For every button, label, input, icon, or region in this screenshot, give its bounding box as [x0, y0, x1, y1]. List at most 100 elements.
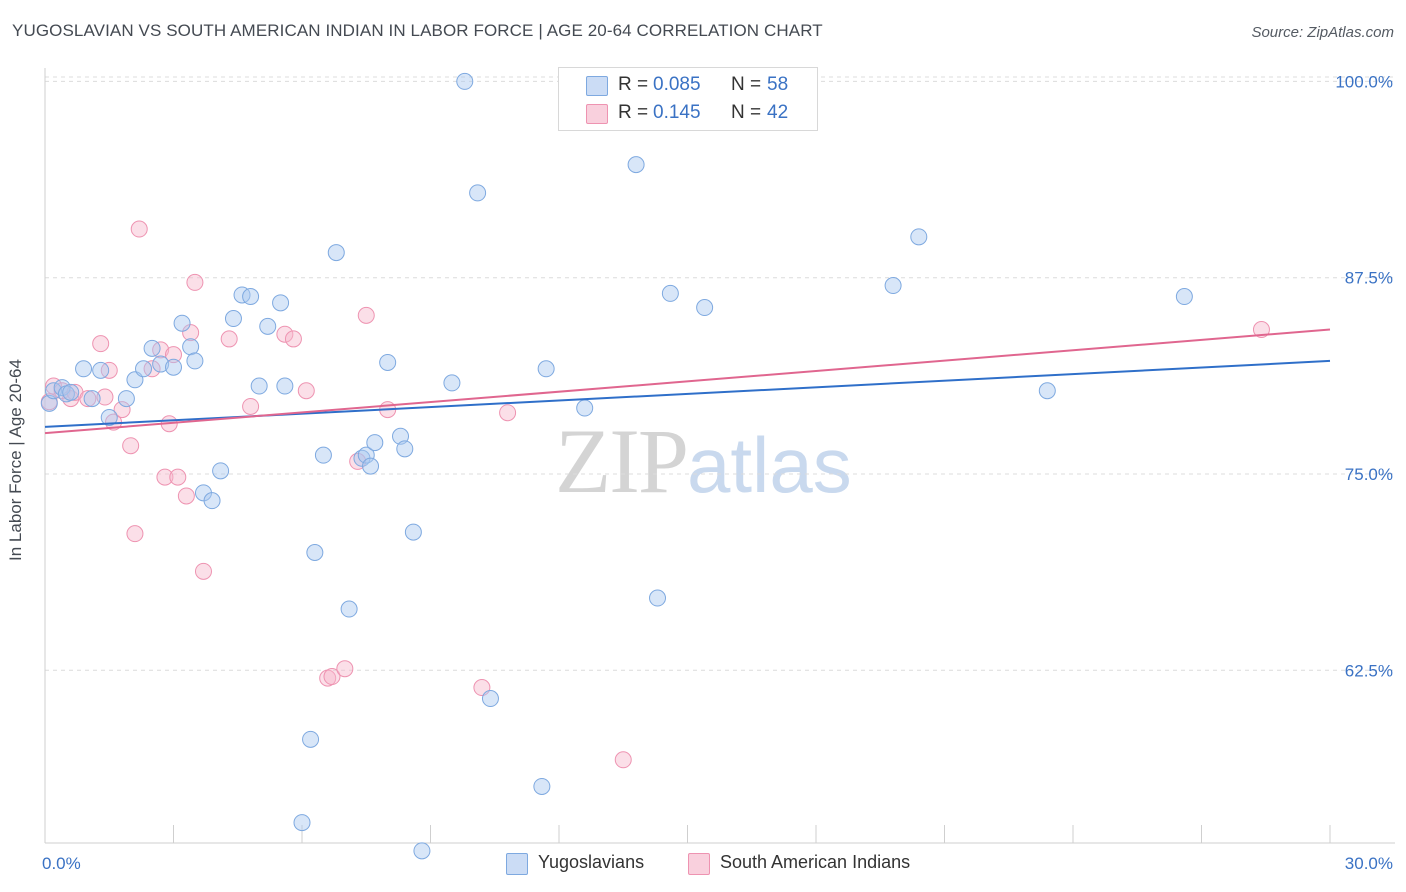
- point-yugoslavian: [366, 434, 384, 452]
- point-south-american-indian: [165, 346, 182, 364]
- r-value: 0.085: [653, 74, 701, 95]
- y-tick-label: 75.0%: [1345, 465, 1393, 484]
- y-axis-label: In Labor Force | Age 20-64: [6, 359, 25, 561]
- trend-line-south-american-indians: [44, 328, 1331, 435]
- y-tick-label: 62.5%: [1345, 661, 1393, 680]
- point-south-american-indian: [156, 468, 174, 486]
- point-south-american-indian: [1252, 321, 1270, 339]
- point-yugoslavian: [152, 355, 170, 373]
- point-south-american-indian: [499, 404, 517, 422]
- point-yugoslavian: [92, 361, 110, 379]
- point-yugoslavian: [396, 440, 414, 458]
- point-yugoslavian: [259, 317, 277, 335]
- point-south-american-indian: [169, 468, 187, 486]
- point-south-american-indian: [284, 330, 302, 348]
- watermark: ZIPatlas: [555, 408, 852, 514]
- y-axis-label-wrap: In Labor Force | Age 20-64: [6, 258, 26, 561]
- point-yugoslavian: [910, 228, 928, 246]
- y-tick-label: 100.0%: [1335, 72, 1393, 91]
- r-value: 0.145: [653, 102, 701, 123]
- point-yugoslavian: [469, 184, 487, 202]
- point-yugoslavian: [537, 360, 555, 378]
- point-south-american-indian: [113, 401, 131, 419]
- source-label: Source: ZipAtlas.com: [1251, 24, 1394, 41]
- point-yugoslavian: [456, 72, 474, 90]
- point-south-american-indian: [336, 660, 354, 678]
- point-yugoslavian: [83, 390, 101, 408]
- point-yugoslavian: [250, 377, 268, 395]
- point-yugoslavian: [340, 600, 358, 618]
- axes: [44, 68, 1395, 844]
- point-yugoslavian: [212, 462, 230, 480]
- point-yugoslavian: [203, 492, 221, 510]
- legend-label: Yugoslavians: [538, 852, 645, 872]
- trend-lines: [44, 328, 1331, 435]
- stats-legend: R = 0.085 N = 58 R = 0.145 N = 42: [558, 67, 818, 131]
- point-yugoslavian: [276, 377, 294, 395]
- point-yugoslavian: [379, 353, 397, 371]
- point-yugoslavian: [884, 277, 902, 295]
- point-south-american-indian: [357, 306, 375, 324]
- point-south-american-indian: [323, 668, 341, 686]
- point-south-american-indian: [297, 382, 315, 400]
- point-yugoslavian: [224, 310, 242, 328]
- point-yugoslavian: [362, 457, 380, 475]
- point-yugoslavian: [627, 156, 645, 174]
- legend-swatch-pink: [586, 104, 608, 124]
- n-label: N =: [731, 74, 762, 95]
- point-yugoslavian: [100, 408, 118, 426]
- x-tick-label: 30.0%: [1345, 854, 1393, 873]
- x-tick-label: 0.0%: [42, 854, 81, 873]
- point-yugoslavian: [75, 360, 93, 378]
- legend-swatch-blue: [586, 76, 608, 96]
- point-south-american-indian: [92, 335, 110, 353]
- point-yugoslavian: [1175, 288, 1193, 306]
- tick-labels: 100.0% 87.5% 75.0% 62.5% 0.0% 30.0%: [42, 72, 1393, 873]
- point-yugoslavian: [40, 394, 58, 412]
- point-south-american-indian: [152, 341, 170, 359]
- legend-label: South American Indians: [720, 852, 911, 872]
- point-yugoslavian: [327, 244, 345, 262]
- point-south-american-indian: [79, 390, 97, 408]
- point-yugoslavian: [576, 399, 594, 417]
- n-label: N =: [731, 102, 762, 123]
- legend-swatch-blue: [506, 853, 528, 875]
- points-south-american-indians: [40, 72, 1270, 769]
- point-south-american-indian: [614, 751, 632, 769]
- point-yugoslavian: [272, 294, 290, 312]
- n-value: 58: [767, 74, 789, 95]
- r-label: R =: [618, 102, 649, 123]
- grid-lines: [45, 76, 1395, 671]
- n-value: 42: [767, 102, 789, 123]
- point-yugoslavian: [302, 730, 320, 748]
- point-yugoslavian: [233, 286, 251, 304]
- point-yugoslavian: [242, 288, 260, 306]
- point-yugoslavian: [314, 446, 332, 464]
- point-yugoslavian: [173, 314, 191, 332]
- point-south-american-indian: [143, 360, 161, 378]
- point-yugoslavian: [135, 360, 153, 378]
- point-south-american-indian: [194, 562, 212, 580]
- point-yugoslavian: [1038, 382, 1056, 400]
- point-yugoslavian: [143, 339, 161, 357]
- watermark-atlas: atlas: [687, 421, 852, 509]
- stats-legend-row-south-american-indians: R = 0.145 N = 42: [559, 100, 817, 128]
- chart-title: YUGOSLAVIAN VS SOUTH AMERICAN INDIAN IN …: [12, 21, 823, 40]
- point-yugoslavian: [413, 842, 431, 860]
- point-south-american-indian: [220, 330, 238, 348]
- point-yugoslavian: [117, 390, 135, 408]
- legend-swatch-pink: [688, 853, 710, 875]
- point-south-american-indian: [276, 325, 294, 343]
- point-yugoslavian: [696, 299, 714, 317]
- point-yugoslavian: [293, 814, 311, 832]
- points-yugoslavians: [40, 72, 1193, 860]
- point-south-american-indian: [177, 487, 195, 505]
- point-yugoslavian: [165, 358, 182, 376]
- point-yugoslavian: [306, 543, 324, 561]
- watermark-zip: ZIP: [555, 410, 689, 512]
- r-label: R =: [618, 74, 649, 95]
- point-south-american-indian: [126, 525, 144, 543]
- point-south-american-indian: [96, 388, 114, 406]
- point-south-american-indian: [182, 324, 200, 342]
